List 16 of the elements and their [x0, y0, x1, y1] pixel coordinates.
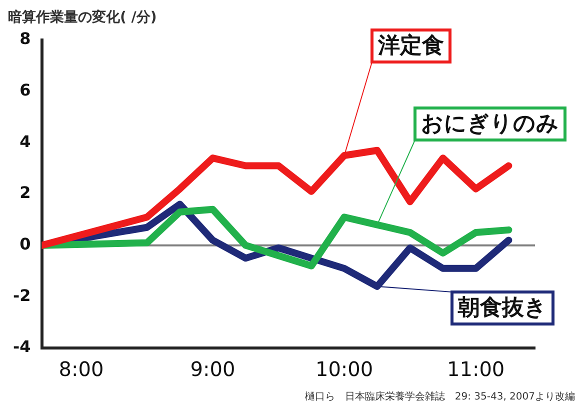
x-tick-label: 8:00: [58, 357, 104, 382]
x-tick-label: 11:00: [446, 357, 505, 382]
text: おにぎりのみ: [421, 112, 559, 137]
y-tick-label: -4: [12, 337, 31, 356]
y-tick-label: 6: [20, 80, 31, 100]
y-tick-label: 4: [20, 132, 31, 151]
text: 洋定食: [377, 32, 444, 59]
x-tick-label: 9:00: [190, 357, 236, 382]
series-label: 朝食抜き: [457, 296, 547, 321]
y-tick-label: -2: [12, 286, 31, 305]
y-axis-title: 暗算作業量の変化( /分): [8, 8, 157, 26]
text: 樋口ら 日本臨床栄養学会雑誌 29: 35-43, 2007より改編: [304, 390, 575, 403]
y-tick-label: 2: [20, 183, 31, 202]
y-tick-label: 8: [20, 29, 31, 48]
y-tick-label: 0: [20, 234, 31, 254]
x-tick-label: 10:00: [315, 357, 374, 382]
